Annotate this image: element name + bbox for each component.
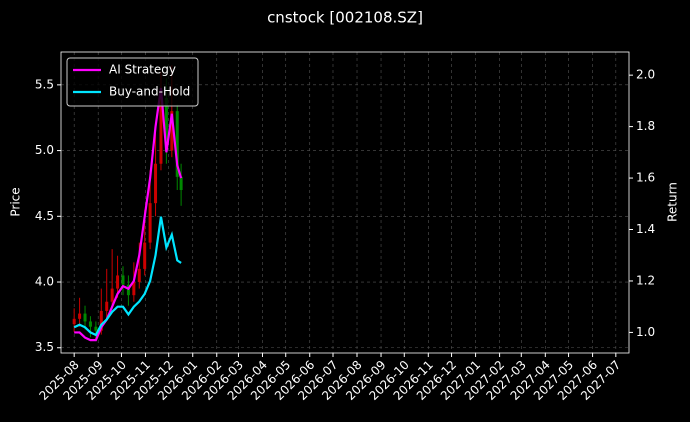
candle-body xyxy=(94,326,98,331)
candle-body xyxy=(148,203,152,243)
candle-body xyxy=(170,111,174,151)
y-tick-label: 5.5 xyxy=(35,77,54,91)
y2-tick-label: 1.6 xyxy=(636,171,655,185)
candle-body xyxy=(88,321,92,327)
candle-body xyxy=(121,275,125,285)
candle-body xyxy=(105,301,109,311)
candle-body xyxy=(137,268,141,283)
legend: AI Strategy Buy-and-Hold xyxy=(66,57,199,107)
candle-body xyxy=(179,176,183,191)
candle-body xyxy=(154,163,158,204)
plot-frame xyxy=(60,51,630,354)
chart-title: cnstock [002108.SZ] xyxy=(267,9,423,27)
candle-body xyxy=(164,98,168,151)
y2-tick-label: 1.8 xyxy=(636,119,655,133)
y2-tick-label: 1.0 xyxy=(636,325,655,339)
candle-body xyxy=(159,98,163,164)
y-tick-label: 5.0 xyxy=(35,143,54,157)
candle-body xyxy=(143,242,147,269)
candle-body xyxy=(126,284,130,296)
y2-tick-label: 2.0 xyxy=(636,68,655,82)
y-axis-label: Price xyxy=(9,187,23,216)
candle-body xyxy=(72,318,76,325)
y2-axis-label: Return xyxy=(666,182,680,222)
y-tick-label: 4.5 xyxy=(35,209,54,223)
candle-body xyxy=(132,282,136,296)
y-tick-label: 3.5 xyxy=(35,340,54,354)
legend-label: AI Strategy xyxy=(109,63,176,77)
y2-tick-label: 1.4 xyxy=(636,222,655,236)
candle-body xyxy=(110,288,114,302)
candle-body xyxy=(116,275,120,289)
legend-label: Buy-and-Hold xyxy=(109,85,190,99)
line-series xyxy=(73,216,182,337)
line-series xyxy=(74,87,183,342)
candle-body xyxy=(78,313,82,319)
candle-body xyxy=(99,310,103,331)
candle-body xyxy=(175,111,179,177)
candle-body xyxy=(83,313,87,322)
y-tick-label: 4.0 xyxy=(35,275,54,289)
y2-tick-label: 1.2 xyxy=(636,273,655,287)
